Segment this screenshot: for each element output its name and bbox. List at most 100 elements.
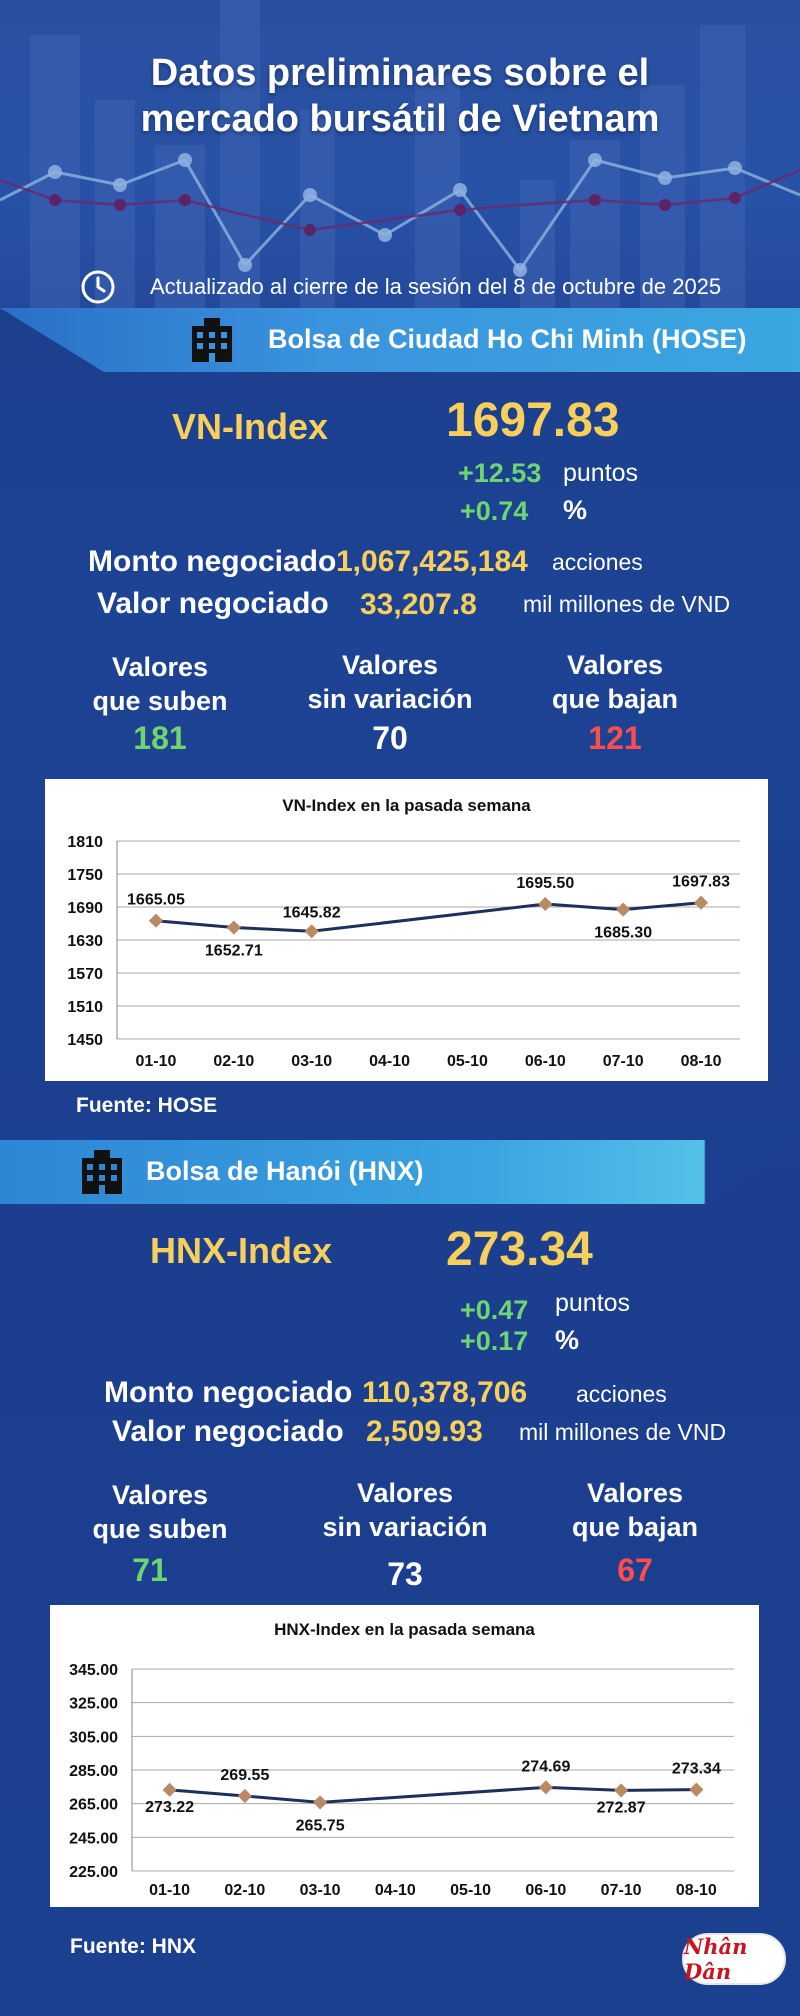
vn-chart-x-tick-label: 04-10 — [369, 1053, 410, 1070]
hnx-volume-label: Monto negociado — [104, 1376, 353, 1409]
hnx-up-label-line2: que suben — [92, 1514, 228, 1544]
hnx-chart-y-tick-label: 285.00 — [69, 1763, 118, 1780]
vn-chart-point-marker — [616, 902, 631, 917]
hnx-index-chart-svg: HNX-Index en la pasada semana 345.00 325.0… — [69, 1620, 734, 1899]
vn-flat-label: Valores sin variación — [290, 648, 490, 716]
vn-chart-point-marker — [304, 924, 319, 939]
hnx-change-pct: +0.17 — [460, 1326, 529, 1356]
hnx-up-label: Valores que suben — [70, 1478, 250, 1546]
hnx-flat-label-line1: Valores — [356, 1478, 454, 1508]
hnx-chart-point-marker — [689, 1782, 704, 1797]
hnx-value-label: Valor negociado — [112, 1415, 344, 1448]
hnx-down-label-line2: que bajan — [571, 1512, 699, 1542]
vn-up-count: 181 — [133, 720, 187, 756]
hnx-banner: Bolsa de Hanói (HNX) — [0, 1140, 800, 1204]
page-title-line2: mercado bursátil de Vietnam — [140, 98, 660, 140]
hnx-chart-point-marker — [237, 1788, 252, 1804]
building-icon — [192, 318, 232, 362]
hnx-chart-data-label: 274.69 — [521, 1758, 570, 1775]
vn-chart-point-marker — [148, 913, 164, 928]
update-note: Actualizado al cierre de la sesión del 8… — [80, 265, 780, 309]
hnx-points-unit: puntos — [555, 1289, 631, 1317]
vn-chart-x-tick-label: 07-10 — [603, 1053, 644, 1070]
vn-chart-x-tick-label: 02-10 — [213, 1053, 254, 1070]
vn-value-label: Valor negociado — [97, 587, 329, 620]
vn-chart-y-tick-label: 1510 — [67, 999, 103, 1016]
vn-chart-y-tick-label: 1450 — [67, 1032, 103, 1049]
vn-chart-y-tick-label: 1750 — [67, 867, 103, 884]
vn-down-count: 121 — [588, 720, 642, 756]
vn-chart-point-marker — [693, 895, 709, 910]
hnx-index-value: 273.34 — [446, 1223, 593, 1276]
vn-chart-x-tick-label: 05-10 — [447, 1053, 488, 1070]
hnx-volume-value: 110,378,706 — [362, 1376, 528, 1409]
vn-chart-x-tick-label: 01-10 — [135, 1053, 176, 1070]
vn-chart-data-label: 1652.71 — [205, 943, 263, 960]
vn-up-label: Valores que suben — [70, 650, 250, 718]
vn-chart-series-line — [155, 901, 702, 933]
hnx-index-chart: HNX-Index en la pasada semana 345.00 325.0… — [50, 1605, 759, 1907]
vn-value-value: 33,207.8 — [360, 588, 477, 621]
vn-chart-data-label: 1697.83 — [672, 874, 730, 891]
hnx-chart-x-tick-label: 01-10 — [149, 1882, 190, 1899]
hnx-chart-point-marker — [538, 1780, 553, 1795]
clock-icon — [81, 270, 115, 304]
hnx-value-unit: mil millones de VND — [519, 1419, 727, 1445]
hnx-chart-data-label: 269.55 — [220, 1767, 269, 1784]
building-icon — [82, 1150, 122, 1194]
hnx-change-points: +0.47 — [460, 1295, 529, 1325]
hnx-chart-point-marker — [313, 1795, 328, 1810]
hnx-down-label-line1: Valores — [586, 1478, 684, 1508]
vn-index-chart: VN-Index en la pasada semana 1810 1750 1690… — [45, 779, 768, 1081]
hnx-flat-label: Valores sin variación — [305, 1476, 505, 1544]
vn-chart-data-label: 1685.30 — [594, 925, 652, 942]
update-text: Actualizado al cierre de la sesión del 8… — [150, 274, 722, 299]
hnx-chart-y-tick-label: 345.00 — [69, 1662, 118, 1679]
hnx-pct-unit: % — [555, 1325, 580, 1355]
vn-down-label-line1: Valores — [566, 650, 664, 680]
vn-flat-label-line1: Valores — [341, 650, 439, 680]
vn-chart-data-label: 1645.82 — [283, 904, 341, 921]
header-background-graphic — [0, 0, 800, 310]
vn-index-value: 1697.83 — [446, 394, 620, 447]
vn-index-name: VN-Index — [172, 406, 329, 447]
vn-chart-y-tick-label: 1570 — [67, 966, 103, 983]
vn-index-chart-svg: VN-Index en la pasada semana 1810 1750 1690… — [67, 796, 740, 1070]
hnx-chart-data-label: 273.34 — [672, 1761, 721, 1778]
hnx-chart-x-tick-label: 05-10 — [450, 1882, 491, 1899]
hnx-chart-point-marker — [162, 1782, 177, 1797]
hose-banner-title: Bolsa de Ciudad Ho Chi Minh (HOSE) — [268, 324, 747, 354]
vn-value-unit: mil millones de VND — [523, 591, 731, 617]
hnx-chart-x-tick-label: 06-10 — [525, 1882, 566, 1899]
hnx-index-name: HNX-Index — [150, 1230, 333, 1271]
hnx-down-label: Valores que bajan — [545, 1476, 725, 1544]
vn-change-points: +12.53 — [458, 458, 542, 488]
hnx-chart-data-label: 273.22 — [145, 1799, 194, 1816]
header: Datos preliminares sobre el mercado burs… — [0, 0, 800, 310]
hnx-chart-y-tick-label: 325.00 — [69, 1696, 118, 1713]
hose-source: Fuente: HOSE — [76, 1094, 218, 1117]
hnx-value-value: 2,509.93 — [366, 1415, 483, 1448]
page-title-line1: Datos preliminares sobre el — [150, 52, 650, 94]
hnx-source: Fuente: HNX — [70, 1935, 196, 1958]
vn-flat-label-line2: sin variación — [307, 684, 473, 714]
hnx-up-count: 71 — [132, 1552, 168, 1588]
hnx-chart-title: HNX-Index en la pasada semana — [274, 1620, 535, 1639]
vn-up-label-line2: que suben — [92, 686, 228, 716]
vn-chart-title: VN-Index en la pasada semana — [282, 796, 531, 815]
hnx-chart-x-tick-label: 03-10 — [300, 1882, 341, 1899]
vn-pct-unit: % — [563, 495, 588, 525]
hnx-chart-y-tick-label: 225.00 — [69, 1864, 118, 1881]
vn-chart-y-tick-label: 1630 — [67, 933, 103, 950]
vn-change-pct: +0.74 — [460, 496, 529, 526]
hnx-chart-data-label: 265.75 — [296, 1817, 345, 1834]
vn-volume-label: Monto negociado — [88, 545, 337, 578]
hnx-chart-series-line — [169, 1785, 697, 1804]
vn-down-label-line2: que bajan — [551, 684, 679, 714]
vn-chart-y-tick-label: 1690 — [67, 900, 103, 917]
hnx-chart-y-tick-label: 305.00 — [69, 1729, 118, 1746]
nhan-dan-logo[interactable]: Nhân Dân — [682, 1933, 786, 1985]
vn-chart-data-label: 1665.05 — [127, 892, 185, 909]
hnx-volume-unit: acciones — [576, 1381, 667, 1407]
